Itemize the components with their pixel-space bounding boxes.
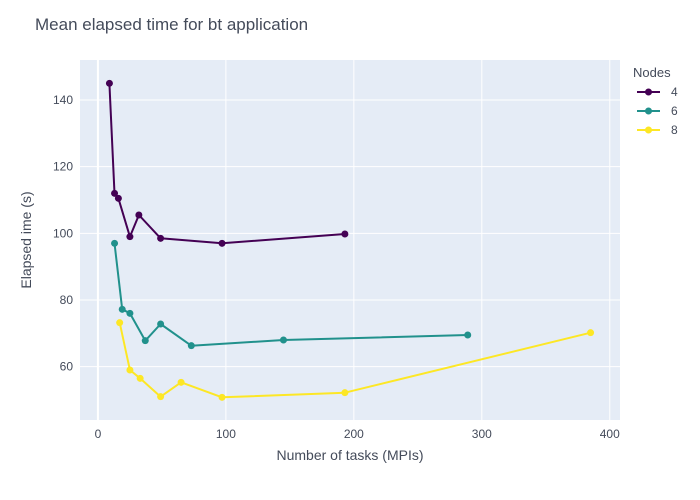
chart-title: Mean elapsed time for bt application xyxy=(35,15,308,34)
legend-swatch-marker xyxy=(645,126,652,134)
data-point[interactable] xyxy=(187,342,195,350)
data-point[interactable] xyxy=(118,305,126,313)
legend-title: Nodes xyxy=(633,65,671,80)
data-point[interactable] xyxy=(279,336,287,344)
gridlines xyxy=(80,60,620,420)
data-point[interactable] xyxy=(587,329,595,337)
x-axis-title: Number of tasks (MPIs) xyxy=(276,447,423,463)
y-axis-ticks: 60 80 100 120 140 xyxy=(53,93,73,374)
data-point[interactable] xyxy=(126,366,134,374)
data-point[interactable] xyxy=(136,374,144,382)
data-point[interactable] xyxy=(218,393,226,401)
data-point[interactable] xyxy=(464,331,472,339)
legend[interactable]: Nodes 4 6 8 xyxy=(633,65,678,137)
y-tick-label: 100 xyxy=(53,226,73,240)
legend-label: 6 xyxy=(671,104,678,118)
legend-label: 4 xyxy=(671,85,678,99)
data-point[interactable] xyxy=(341,230,349,238)
legend-label: 8 xyxy=(671,123,678,137)
series-8 xyxy=(116,319,595,401)
series-group xyxy=(105,79,595,401)
data-point[interactable] xyxy=(177,378,185,386)
x-tick-label: 0 xyxy=(95,427,102,441)
y-tick-label: 140 xyxy=(53,93,73,107)
series-6 xyxy=(111,239,472,350)
x-tick-label: 100 xyxy=(216,427,236,441)
legend-swatch-marker xyxy=(645,88,652,96)
data-point[interactable] xyxy=(126,233,134,241)
x-tick-label: 400 xyxy=(600,427,620,441)
data-point[interactable] xyxy=(141,337,149,345)
y-axis-title: Elapsed ime (s) xyxy=(18,191,34,288)
data-point[interactable] xyxy=(111,239,119,247)
x-axis-ticks: 0 100 200 300 400 xyxy=(95,427,621,441)
data-point[interactable] xyxy=(157,234,165,242)
legend-item-4[interactable]: 4 xyxy=(637,85,678,99)
data-point[interactable] xyxy=(111,189,119,197)
y-tick-label: 80 xyxy=(60,293,74,307)
legend-item-8[interactable]: 8 xyxy=(637,123,678,137)
data-point[interactable] xyxy=(157,320,165,328)
x-tick-label: 300 xyxy=(472,427,492,441)
data-point[interactable] xyxy=(126,309,134,317)
data-point[interactable] xyxy=(105,79,113,87)
legend-item-6[interactable]: 6 xyxy=(637,104,678,118)
data-point[interactable] xyxy=(135,211,143,219)
data-point[interactable] xyxy=(157,393,165,401)
legend-swatch-marker xyxy=(645,107,652,115)
x-tick-label: 200 xyxy=(344,427,364,441)
y-tick-label: 120 xyxy=(53,160,73,174)
data-point[interactable] xyxy=(218,239,226,247)
y-tick-label: 60 xyxy=(60,360,74,374)
series-4 xyxy=(105,79,349,247)
data-point[interactable] xyxy=(341,389,349,397)
data-point[interactable] xyxy=(116,319,124,327)
data-point[interactable] xyxy=(114,194,122,202)
